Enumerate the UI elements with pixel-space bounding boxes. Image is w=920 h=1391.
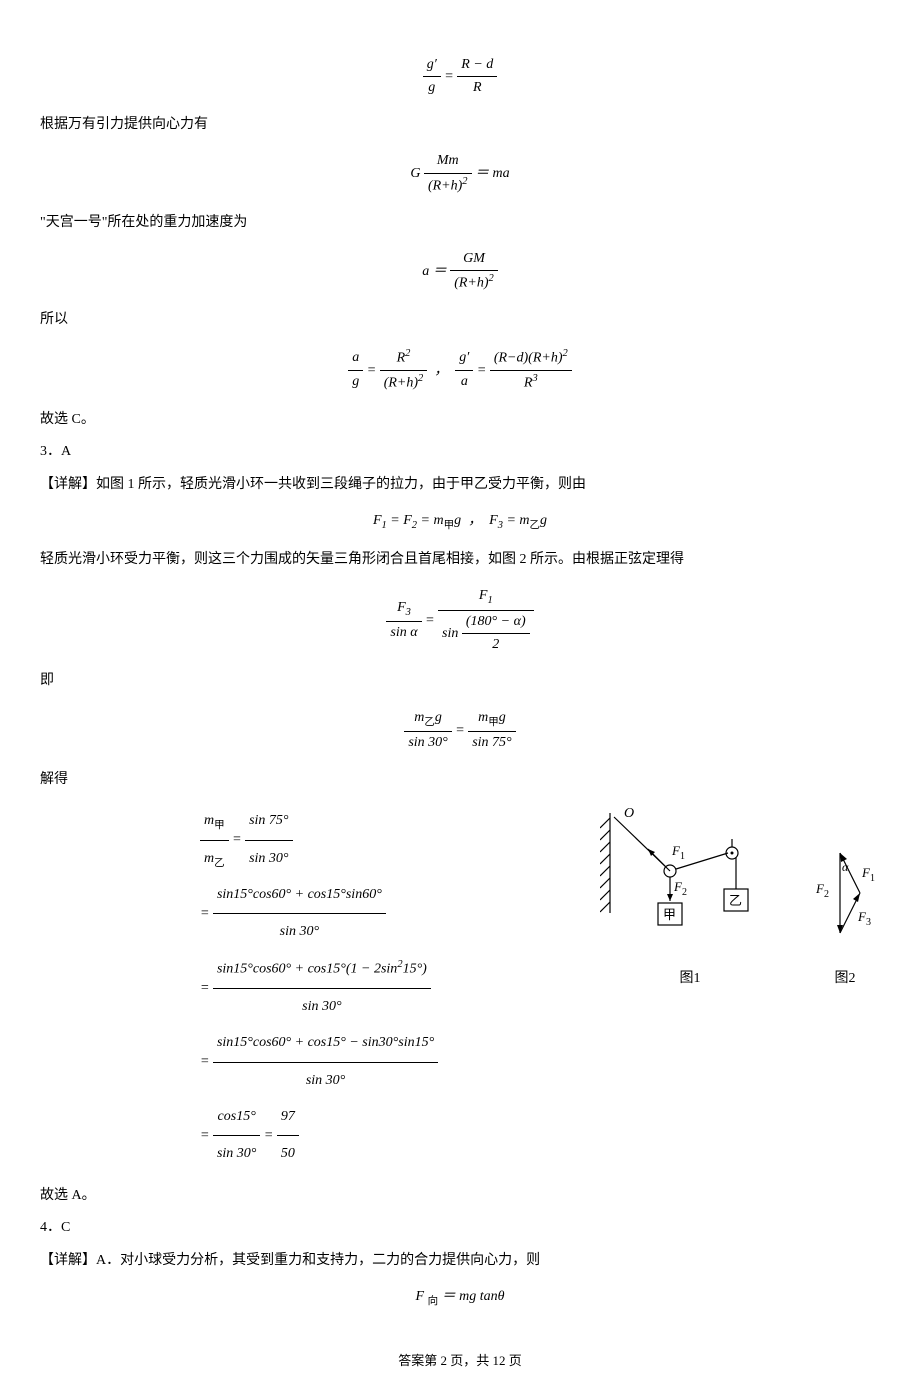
q3-p3: 即 [40, 670, 880, 692]
q3-p4: 解得 [40, 769, 880, 791]
figure-2-label: 图2 [810, 968, 880, 990]
q3-p2: 轻质光滑小环受力平衡，则这三个力围成的矢量三角形闭合且首尾相接，如图 2 所示。… [40, 549, 880, 571]
q3-p1-text: 如图 1 所示，轻质光滑小环一共收到三段绳子的拉力，由于甲乙受力平衡，则由 [96, 477, 586, 492]
equation-ratios: ag = R2(R+h)2 ， g′a = (R−d)(R+h)2R3 [40, 346, 880, 395]
q4-detail-p1: 【详解】A．对小球受力分析，其受到重力和支持力，二力的合力提供向心力，则 [40, 1250, 880, 1272]
figure-1-label: 图1 [600, 968, 780, 990]
q3-detail-p1: 【详解】如图 1 所示，轻质光滑小环一共收到三段绳子的拉力，由于甲乙受力平衡，则… [40, 474, 880, 496]
figure-1: O F 1 F 2 [600, 803, 780, 990]
paragraph-choose-c: 故选 C。 [40, 409, 880, 431]
page-footer: 答案第 2 页，共 12 页 [40, 1351, 880, 1372]
detail-label-q4: 【详解】 [40, 1253, 96, 1268]
equation-gprime-over-g: g′g = R − dR [40, 54, 880, 100]
equation-q3-sine-law: F3sin α = F1 sin (180° − α)2 [40, 585, 880, 656]
equation-newton-gravity: G Mm(R+h)2 ＝ ma [40, 150, 880, 197]
svg-text:1: 1 [870, 873, 875, 884]
svg-text:2: 2 [824, 889, 829, 900]
q4-heading: 4．C [40, 1217, 880, 1239]
q3-derivation: m甲m乙 = sin 75°sin 30° = sin15°cos60° + c… [200, 803, 438, 1173]
paragraph-therefore: 所以 [40, 309, 880, 331]
equation-q3-forces: F1 = F2 = m甲g ， F3 = m乙g [40, 510, 880, 535]
fig1-label-jia: 甲 [663, 907, 676, 922]
figures-container: O F 1 F 2 [600, 803, 880, 990]
q3-conclusion: 故选 A。 [40, 1185, 880, 1207]
detail-label: 【详解】 [40, 477, 96, 492]
q3-heading: 3．A [40, 441, 880, 463]
paragraph-gravity-centripetal: 根据万有引力提供向心力有 [40, 114, 880, 136]
figure-1-svg: O F 1 F 2 [600, 803, 780, 953]
figure-2: F 1 F 2 F 3 α 图2 [810, 843, 880, 990]
fig1-label-O: O [624, 806, 634, 821]
paragraph-tiangong: "天宫一号"所在处的重力加速度为 [40, 212, 880, 234]
equation-a-gm: a ＝ GM(R+h)2 [40, 248, 880, 295]
svg-text:3: 3 [866, 917, 871, 928]
q4-p1-text: A．对小球受力分析，其受到重力和支持力，二力的合力提供向心力，则 [96, 1253, 540, 1268]
figure-2-svg: F 1 F 2 F 3 α [810, 843, 880, 953]
equation-q3-mass-sine: m乙gsin 30° = m甲gsin 75° [40, 707, 880, 755]
fig1-label-yi: 乙 [729, 893, 742, 908]
equation-q4-centripetal: F 向 ＝ mg tanθ [40, 1286, 880, 1311]
svg-text:1: 1 [680, 851, 685, 862]
fig2-label-alpha: α [842, 860, 849, 874]
derivation-and-figures-row: m甲m乙 = sin 75°sin 30° = sin15°cos60° + c… [40, 803, 880, 1173]
svg-text:2: 2 [682, 887, 687, 898]
